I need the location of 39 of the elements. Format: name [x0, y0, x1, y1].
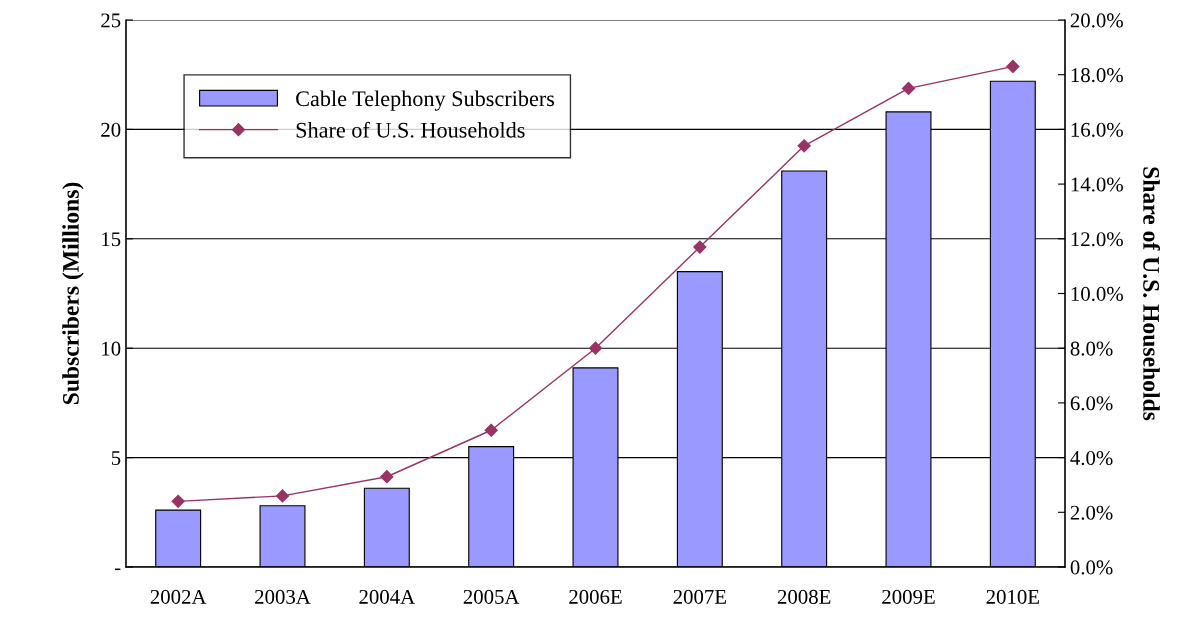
- x-tick-label: 2003A: [255, 589, 311, 604]
- x-tick-label: 2005A: [463, 589, 520, 604]
- legend-label: Cable Telephony Subscribers: [296, 90, 555, 111]
- point: [484, 423, 498, 437]
- x-tick-label: 2010E: [986, 589, 1039, 604]
- y2-tick-label: 2.0%: [1070, 505, 1113, 520]
- y2-tick-label: 18.0%: [1071, 68, 1123, 83]
- y-tick-label: 5: [111, 451, 121, 466]
- y-tick-label: 15: [102, 232, 121, 247]
- point: [693, 240, 707, 254]
- y2-tick-label: 8.0%: [1070, 341, 1113, 356]
- point: [380, 470, 394, 484]
- point: [171, 494, 185, 508]
- x-tick-label: 2008E: [777, 589, 831, 604]
- y2-tick-label: 14.0%: [1071, 177, 1123, 192]
- y2-tick-label: 20.0%: [1070, 13, 1123, 28]
- y-tick-label: 25: [101, 13, 121, 28]
- point: [588, 341, 603, 355]
- y-tick-label: -: [114, 568, 121, 571]
- y2-tick-label: 0.0%: [1070, 560, 1113, 575]
- y2-tick-label: 4.0%: [1070, 450, 1113, 466]
- y2-tick-label: 10.0%: [1071, 286, 1123, 302]
- point: [901, 81, 916, 95]
- y2-axis-title: Share of U.S. Households: [1143, 167, 1161, 421]
- y-tick-label: 10: [102, 341, 121, 356]
- x-tick-label: 2004A: [359, 589, 416, 604]
- x-tick-label: 2006E: [569, 589, 622, 604]
- legend-label: Share of U.S. Households: [296, 121, 525, 138]
- x-tick-label: 2007E: [673, 589, 726, 604]
- point: [275, 489, 290, 503]
- x-tick-label: 2009E: [882, 589, 935, 604]
- point: [797, 139, 811, 153]
- point: [1006, 59, 1020, 74]
- y-axis-title: Subscribers (Millions): [62, 182, 84, 405]
- y2-tick-label: 16.0%: [1071, 122, 1123, 137]
- y2-tick-label: 12.0%: [1071, 232, 1123, 247]
- x-tick-label: 2002A: [150, 589, 207, 604]
- y-tick-label: 20: [101, 122, 121, 137]
- y2-tick-label: 6.0%: [1070, 396, 1113, 411]
